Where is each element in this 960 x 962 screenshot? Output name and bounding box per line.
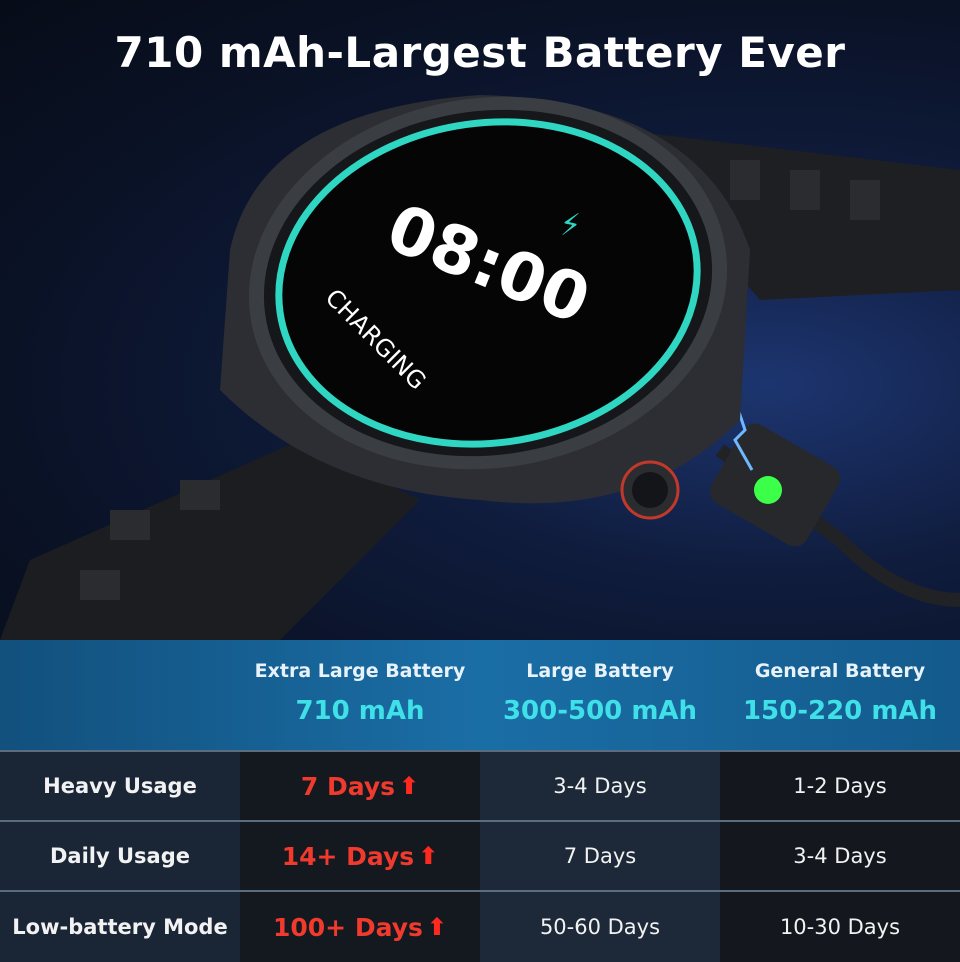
page-title: 710 mAh-Largest Battery Ever	[114, 28, 846, 77]
table-cell: 10-30 Days	[720, 892, 960, 962]
column-name: Extra Large Battery	[254, 660, 466, 682]
table-header: Extra Large Battery 710 mAh Large Batter…	[0, 640, 960, 750]
row-label: Daily Usage	[0, 822, 240, 890]
charging-ring	[275, 118, 701, 448]
table-cell: 14+ Days ⬆	[240, 822, 480, 890]
column-capacity: 150-220 mAh	[742, 696, 938, 726]
battery-comparison-table: Extra Large Battery 710 mAh Large Batter…	[0, 640, 960, 962]
table-cell: 3-4 Days	[480, 752, 720, 820]
arrow-up-icon: ⬆	[399, 772, 420, 800]
row-label: Low-battery Mode	[0, 892, 240, 962]
smartwatch-image: ⚡ 08:00 CHARGING	[0, 95, 960, 640]
table-row: Daily Usage 14+ Days ⬆ 7 Days 3-4 Days	[0, 820, 960, 890]
table-row: Heavy Usage 7 Days ⬆ 3-4 Days 1-2 Days	[0, 750, 960, 820]
column-header: Large Battery 300-500 mAh	[480, 640, 720, 750]
table-cell: 3-4 Days	[720, 822, 960, 890]
charger-led	[754, 476, 782, 504]
column-header: Extra Large Battery 710 mAh	[240, 640, 480, 750]
table-row: Low-battery Mode 100+ Days ⬆ 50-60 Days 1…	[0, 890, 960, 962]
cell-value: 100+ Days	[273, 912, 423, 942]
arrow-up-icon: ⬆	[426, 913, 447, 941]
column-header: General Battery 150-220 mAh	[720, 640, 960, 750]
table-cell: 1-2 Days	[720, 752, 960, 820]
column-capacity: 300-500 mAh	[502, 696, 698, 726]
cell-value: 7 Days	[300, 771, 396, 801]
watch-strap-top	[620, 130, 960, 300]
table-cell: 7 Days ⬆	[240, 752, 480, 820]
lightning-bolt-icon: ⚡	[560, 208, 581, 243]
column-name: Large Battery	[526, 660, 674, 682]
table-cell: 50-60 Days	[480, 892, 720, 962]
row-label: Heavy Usage	[0, 752, 240, 820]
column-capacity: 710 mAh	[295, 696, 425, 726]
table-cell: 7 Days	[480, 822, 720, 890]
arrow-up-icon: ⬆	[418, 842, 439, 870]
table-cell: 100+ Days ⬆	[240, 892, 480, 962]
column-name: General Battery	[754, 660, 926, 682]
cell-value: 14+ Days	[281, 841, 415, 871]
